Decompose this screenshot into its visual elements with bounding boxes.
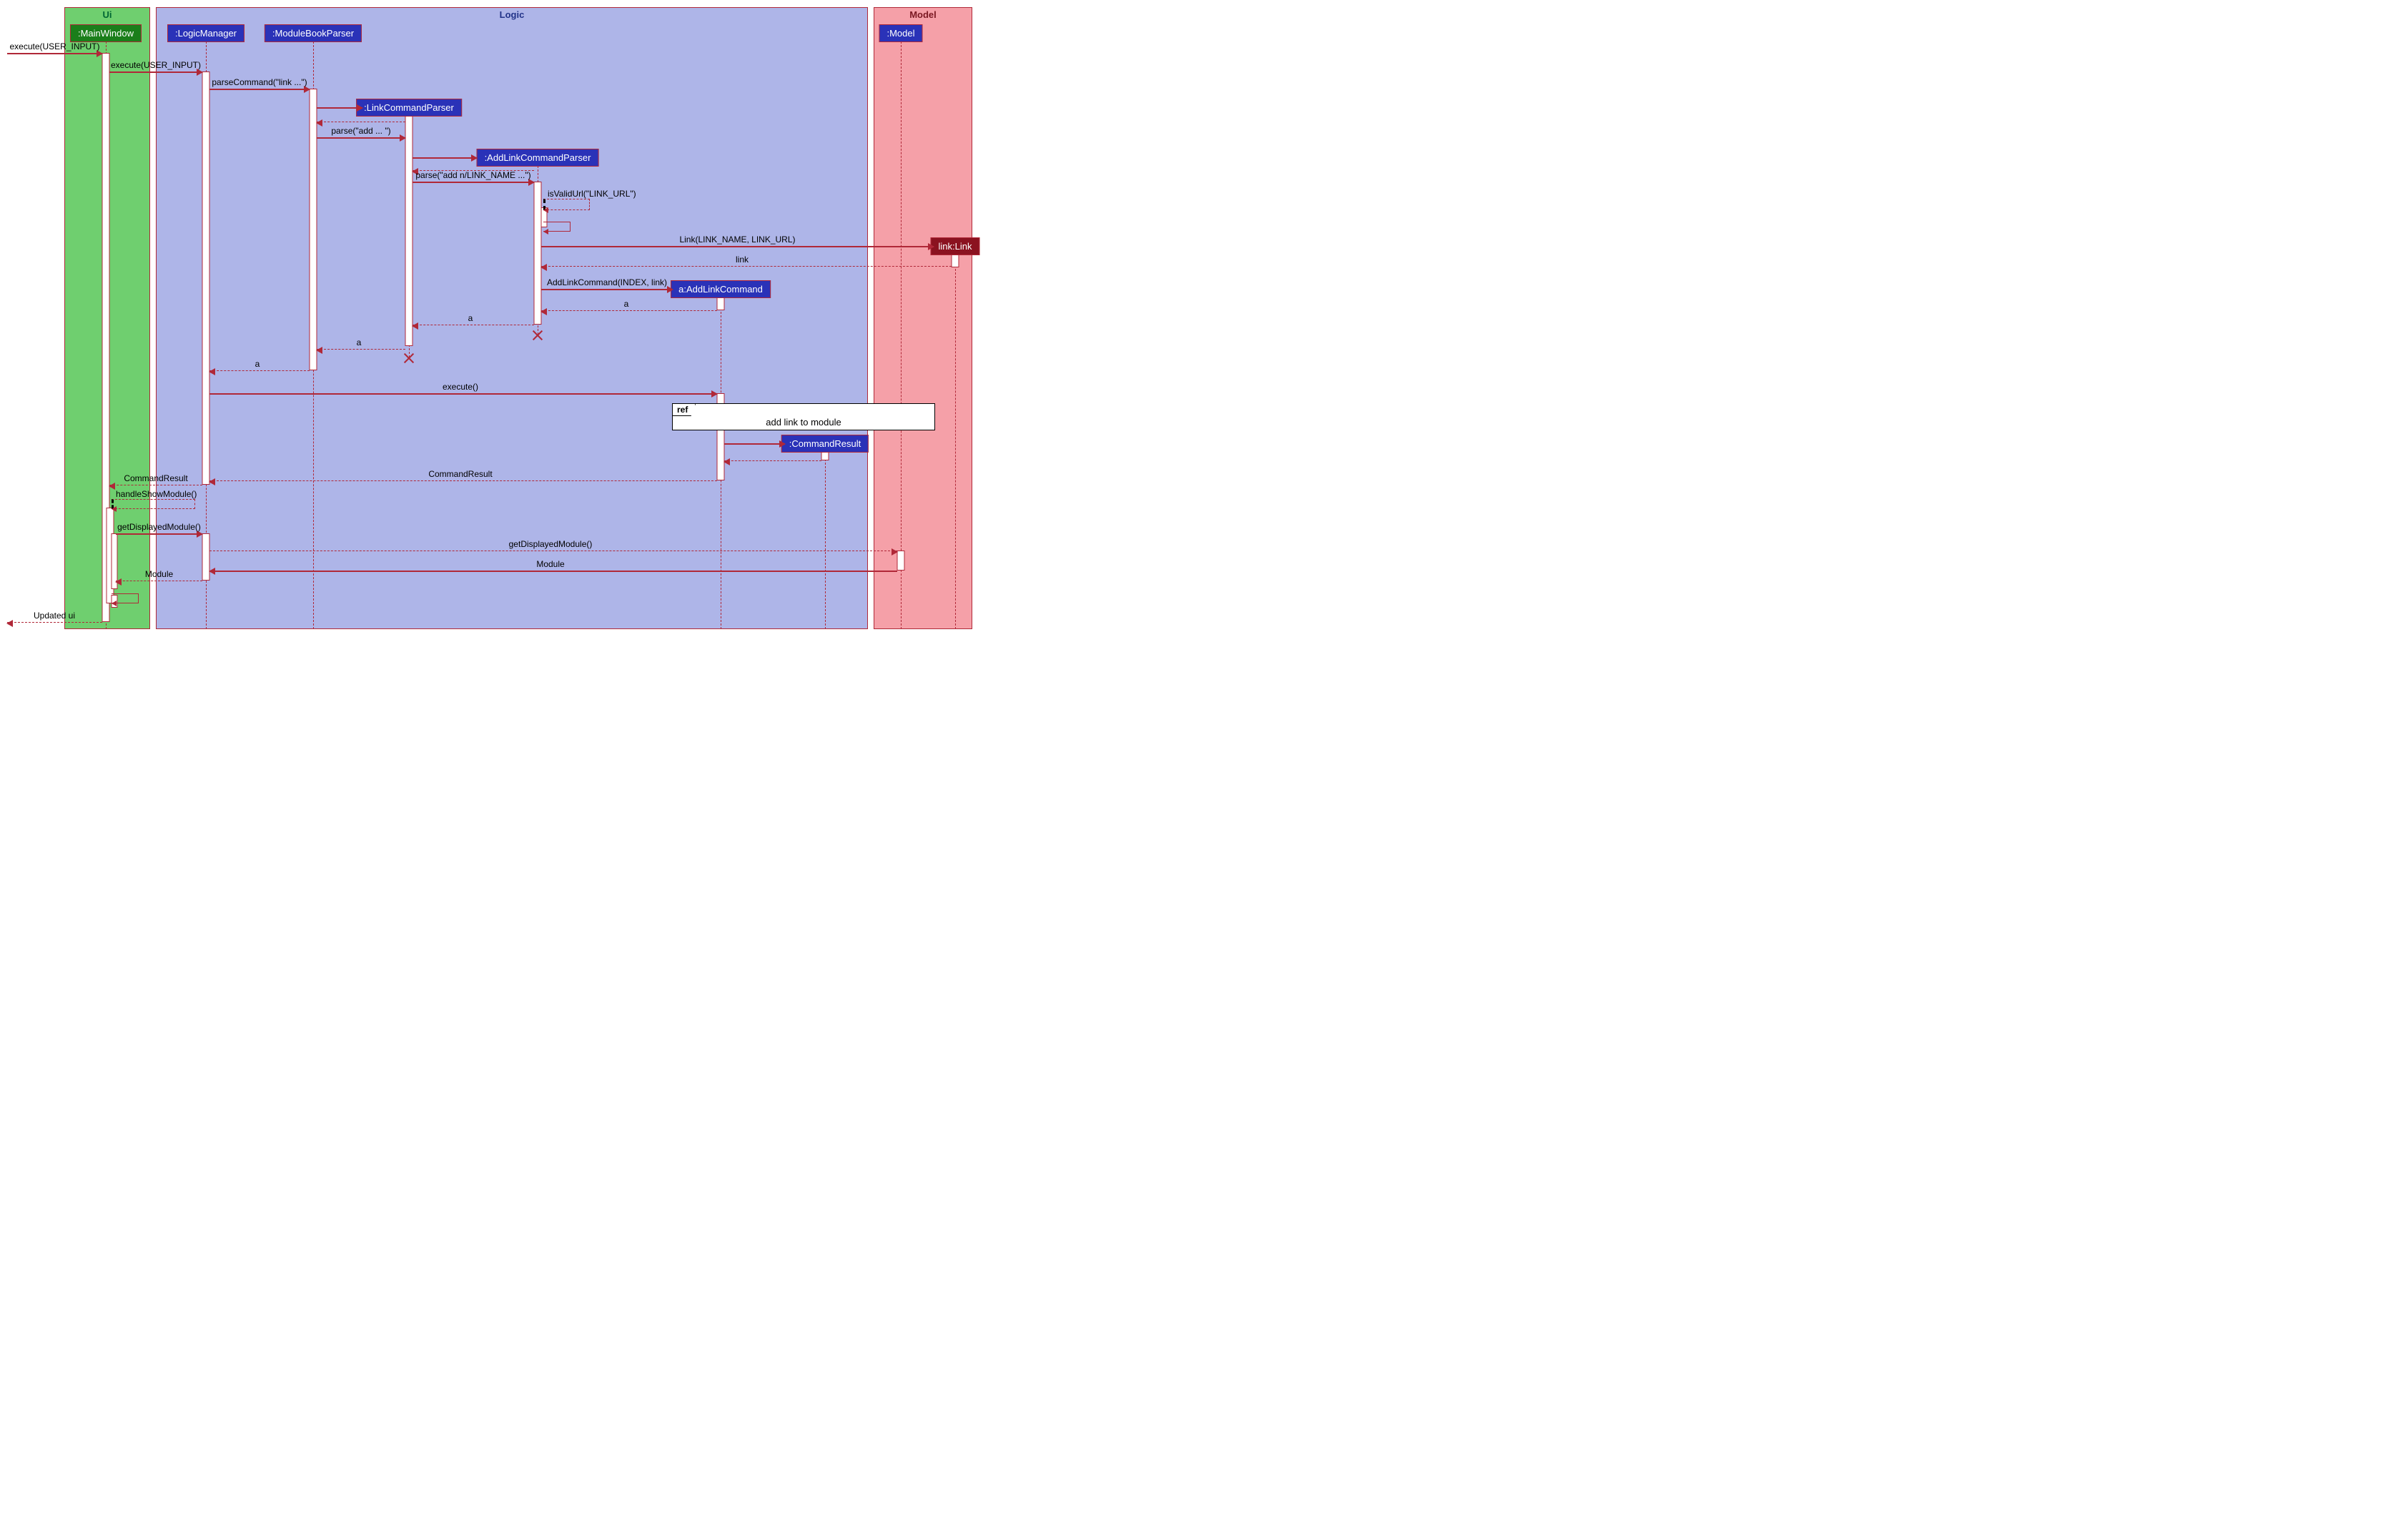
participant-CommandResult: :CommandResult (781, 435, 869, 453)
participant-LogicManager: :LogicManager (167, 24, 245, 42)
ref-fragment: refadd link to module (672, 403, 935, 430)
participant-AddLinkCommand: a:AddLinkCommand (671, 280, 771, 298)
participant-link: link:Link (931, 237, 980, 255)
sequence-diagram: UiLogicModel:MainWindow:LogicManager:Mod… (7, 7, 1051, 636)
region-model: Model (874, 7, 972, 629)
region-logic: Logic (156, 7, 868, 629)
participant-AddLinkCommandParser: :AddLinkCommandParser (477, 149, 599, 167)
participant-LinkCommandParser: :LinkCommandParser (356, 99, 462, 117)
participant-MainWindow: :MainWindow (70, 24, 142, 42)
participant-Model: :Model (879, 24, 922, 42)
participant-ModuleBookParser: :ModuleBookParser (265, 24, 362, 42)
